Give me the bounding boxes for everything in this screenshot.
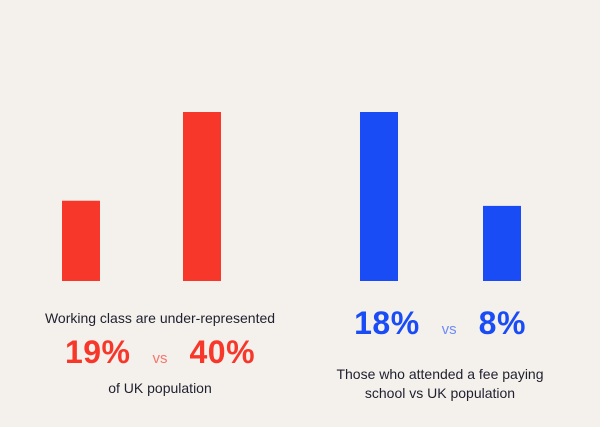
left-stat-value-2: 40% — [189, 334, 256, 370]
bar-uk-population-working-class — [183, 112, 221, 281]
right-stat-row: 18% vs 8% — [290, 305, 590, 342]
right-caption-line-2: school vs UK population — [364, 385, 516, 401]
left-vs-label: vs — [152, 350, 168, 367]
right-stat-value-1: 18% — [354, 305, 420, 341]
right-stat-value-2: 8% — [478, 305, 526, 341]
bar-working-class — [62, 200, 100, 281]
bar-uk-population-fee-paying — [483, 205, 521, 281]
left-caption-top: Working class are under-represented — [44, 310, 276, 326]
bar-fee-paying-school — [360, 112, 398, 281]
right-caption-line-1: Those who attended a fee paying — [336, 366, 544, 382]
left-stat-row: 19% vs 40% — [10, 334, 310, 371]
right-vs-label: vs — [441, 321, 457, 338]
left-stat-value-1: 19% — [64, 334, 131, 370]
left-caption-bottom: of UK population — [108, 380, 212, 396]
